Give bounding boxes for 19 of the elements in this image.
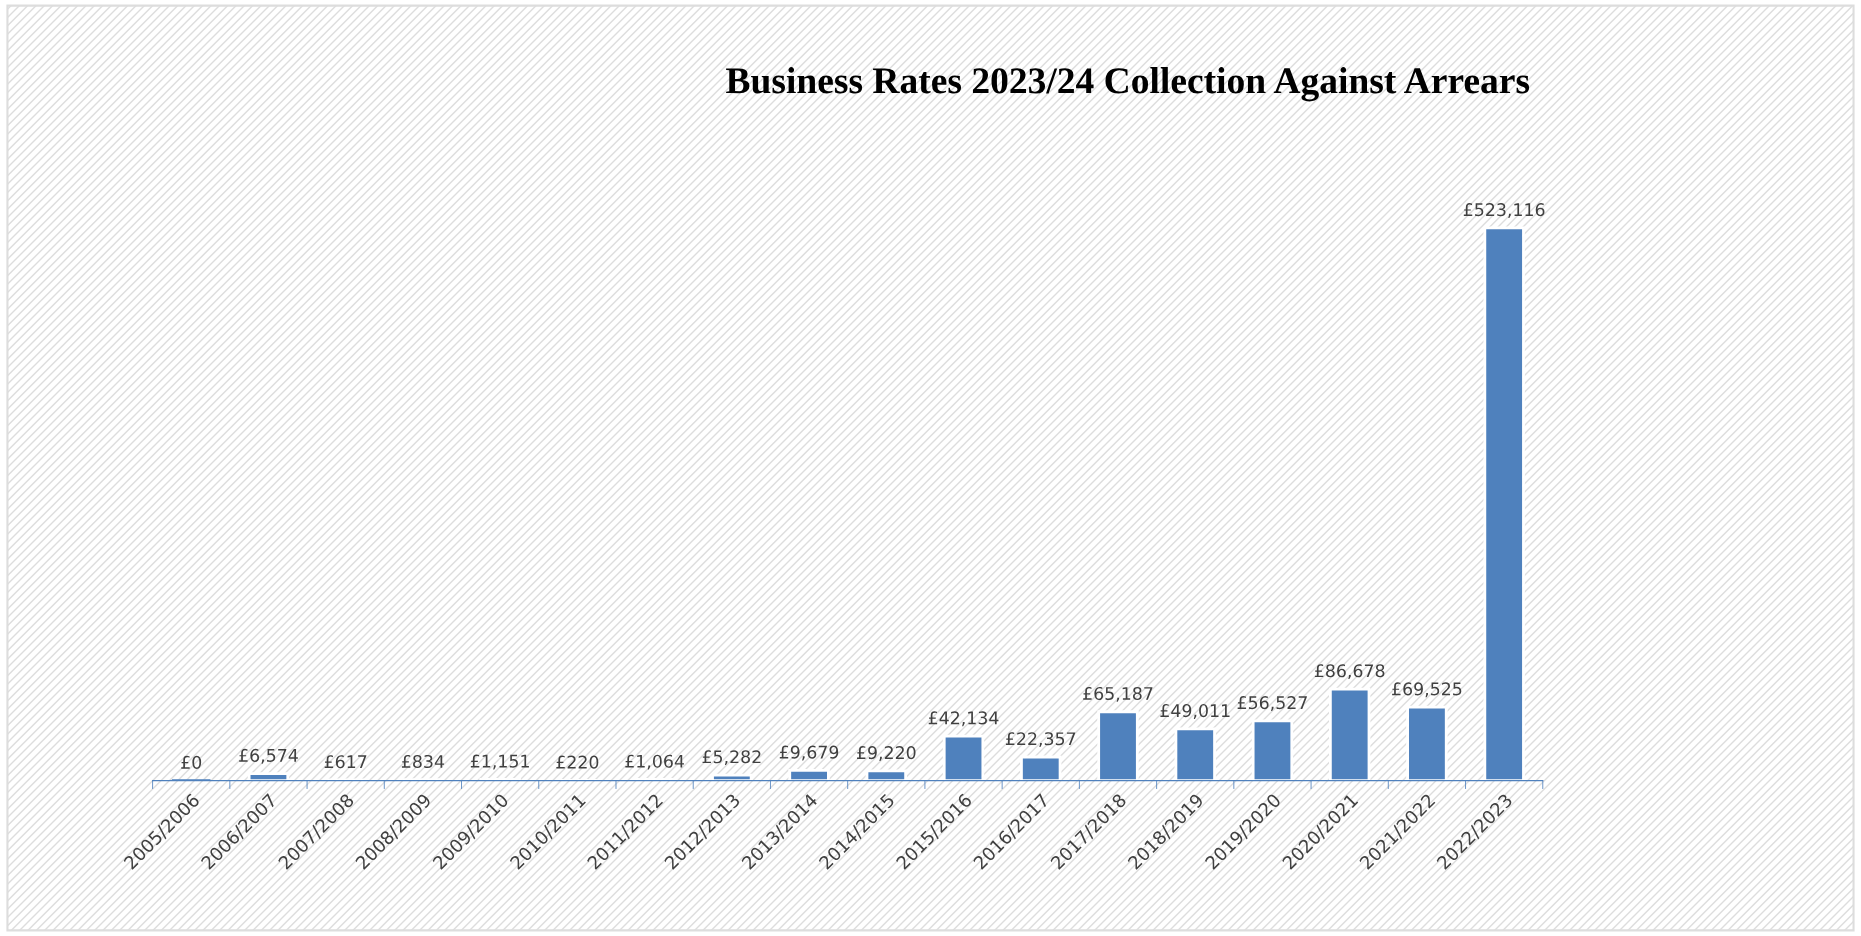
data-label: £69,525 (1392, 682, 1462, 698)
data-label: £22,357 (1005, 732, 1076, 748)
data-label: £0 (181, 755, 202, 769)
data-label: £42,134 (928, 711, 999, 727)
data-label: £56,527 (1237, 696, 1307, 711)
data-label: £9,679 (779, 745, 839, 761)
chart-title: Business Rates 2023/24 Collection Against Arrears (726, 67, 1530, 102)
data-label: £523,116 (1463, 203, 1545, 219)
data-label: £220 (556, 755, 599, 769)
data-label: £6,574 (239, 748, 298, 764)
data-label: £9,220 (857, 746, 916, 761)
data-label: £1,151 (470, 754, 529, 770)
data-label: £49,011 (1160, 704, 1230, 719)
data-label: £86,678 (1314, 664, 1385, 680)
data-label: £617 (324, 755, 367, 769)
data-label: £65,187 (1083, 686, 1153, 702)
data-label: £834 (401, 754, 445, 769)
data-label: £5,282 (702, 750, 761, 766)
data-label: £1,064 (625, 754, 685, 770)
